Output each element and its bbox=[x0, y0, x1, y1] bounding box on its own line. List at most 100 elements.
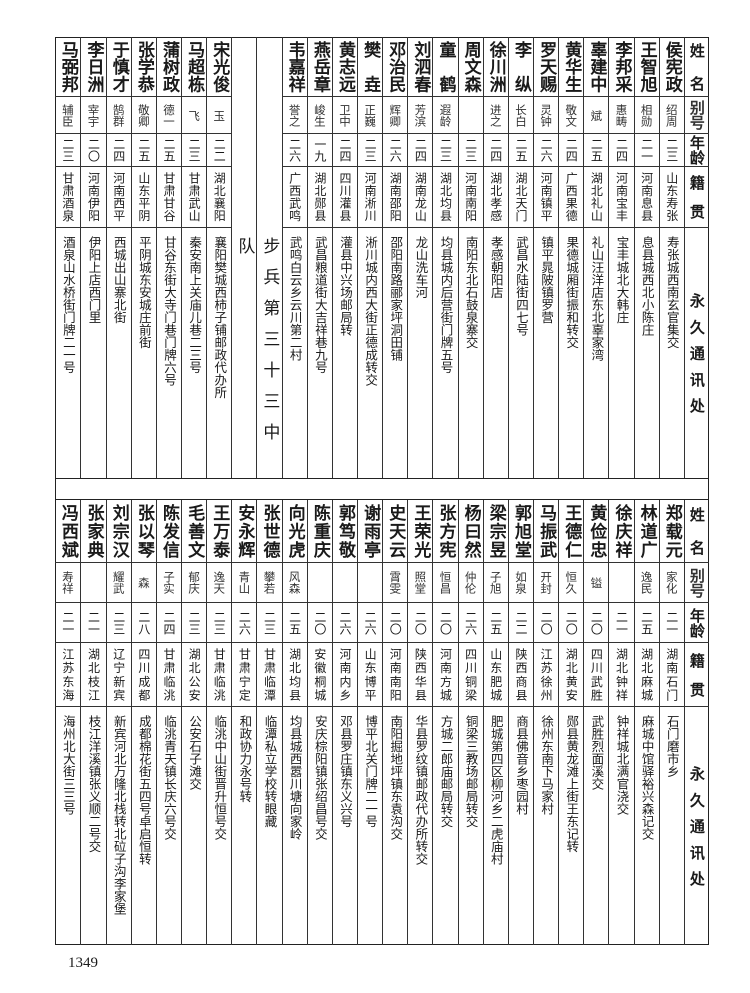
age-text: 二〇 bbox=[539, 610, 554, 635]
name-cell: 郭旭堂 bbox=[508, 500, 534, 563]
alias-cell: 飞 bbox=[182, 97, 207, 135]
alias-cell: 敬文 bbox=[559, 97, 584, 135]
header-column: 姓名 别号 年龄 籍贯 永久通讯处 bbox=[683, 37, 709, 478]
alias-text: 恒久 bbox=[564, 571, 579, 594]
age-text: 二五 bbox=[589, 138, 604, 163]
name-text: 徐庆祥 bbox=[611, 504, 632, 558]
alias-cell: 镒 bbox=[584, 563, 609, 603]
person-column: 谢雨亭 二六 山东博平 博平北关门牌二一号 bbox=[357, 500, 383, 945]
alias-text: 敬文 bbox=[564, 103, 579, 127]
name-cell: 宋光俊 bbox=[207, 37, 232, 98]
alias-cell: 寿祥 bbox=[55, 563, 81, 603]
native-cell: 四川成都 bbox=[131, 643, 156, 707]
native-text: 陕西华县 bbox=[413, 648, 428, 701]
native-text: 湖北黄安 bbox=[564, 648, 579, 701]
alias-text: 子实 bbox=[161, 571, 176, 594]
address-text: 宝丰城北大韩庄 bbox=[614, 235, 630, 324]
age-text: 二二 bbox=[212, 138, 227, 163]
address-text: 麻城中馆驿裕兴森记交 bbox=[639, 715, 655, 840]
age-cell: 二二 bbox=[508, 603, 534, 643]
person-column: 王智旭 相勋 二一 河南息县 息县城西北小陈庄 bbox=[633, 37, 659, 478]
name-cell: 张方宪 bbox=[433, 500, 458, 563]
alias-text: 开封 bbox=[539, 571, 554, 594]
native-cell: 湖南龙山 bbox=[408, 167, 433, 228]
alias-cell: 辉卿 bbox=[383, 97, 408, 135]
name-cell: 童鹤 bbox=[433, 37, 458, 98]
alias-text: 誉之 bbox=[287, 103, 302, 127]
name-cell: 王万泰 bbox=[207, 500, 232, 563]
native-text: 甘肃临洮 bbox=[161, 648, 176, 701]
age-cell: 二〇 bbox=[433, 603, 458, 643]
person-column: 冯西斌 寿祥 二一 江苏东海 海州北大街三三号 bbox=[55, 500, 81, 945]
native-text: 湖南邵阳 bbox=[388, 172, 403, 222]
alias-text: 惠畴 bbox=[614, 103, 629, 127]
alias-cell: 斌 bbox=[584, 97, 609, 135]
alias-text: 攀若 bbox=[262, 571, 277, 594]
address-text: 秦安南上关庙儿巷二三号 bbox=[187, 235, 203, 374]
name-cell: 张家典 bbox=[81, 500, 106, 563]
person-column: 张以琴森二八 四川成都 成都棉花街五四号卓启恒转 bbox=[130, 500, 156, 945]
age-text: 二四 bbox=[337, 138, 352, 163]
person-column: 王德仁恒久二〇湖北黄安郧县黄龙滩上街王东记转 bbox=[558, 500, 584, 945]
alias-cell: 子实 bbox=[156, 563, 182, 603]
address-cell: 临洮中山街晋升恒号交 bbox=[207, 707, 231, 945]
address-text: 石门磨市乡 bbox=[664, 715, 680, 778]
alias-cell: 宰宇 bbox=[81, 97, 106, 135]
name-cell: 张以琴 bbox=[131, 500, 156, 563]
address-text: 灌县中兴场邮局转 bbox=[337, 235, 353, 336]
address-cell: 西城出山寨北街 bbox=[107, 228, 131, 478]
alias-text: 辉卿 bbox=[388, 103, 403, 127]
alias-text: 卫中 bbox=[337, 103, 352, 127]
address-cell: 枝江洋溪镇张义顺二号交 bbox=[81, 707, 105, 945]
age-text: 二六 bbox=[337, 610, 352, 635]
native-cell: 湖南邵阳 bbox=[383, 167, 408, 228]
native-cell: 广西果德 bbox=[559, 167, 584, 228]
native-cell: 甘肃临潭 bbox=[257, 643, 282, 707]
alias-text: 寿祥 bbox=[60, 571, 75, 594]
age-cell: 二六 bbox=[383, 134, 408, 168]
person-column: 李邦采 惠畴 二四 河南宝丰 宝丰城北大韩庄 bbox=[608, 37, 634, 478]
address-cell: 方城二郎庙邮局转交 bbox=[433, 707, 457, 945]
native-cell: 湖北礼山 bbox=[584, 167, 609, 228]
alias-text: 长白 bbox=[513, 103, 528, 127]
person-column: 童鹤 遐龄 二三 湖北均县 均县城内后营街门牌五号 bbox=[432, 37, 458, 478]
address-text: 礼山汪洋店东北辜家湾 bbox=[589, 235, 605, 361]
name-text: 张学恭 bbox=[133, 41, 154, 93]
name-text: 冯西斌 bbox=[57, 504, 78, 558]
alias-cell: 如泉 bbox=[508, 563, 534, 603]
section-title-column: 步兵第三十三中队 bbox=[231, 37, 279, 478]
address-text: 临洮青天镇长庆六号交 bbox=[161, 715, 177, 840]
age-text: 二四 bbox=[161, 610, 176, 635]
address-cell: 麻城中馆驿裕兴森记交 bbox=[635, 707, 659, 945]
name-cell: 韦嘉祥 bbox=[282, 37, 307, 98]
native-cell: 湖北襄阳 bbox=[207, 167, 232, 228]
person-column: 王荣光 照堂 二〇 陕西华县 华县罗纹镇邮政代办所转交 bbox=[407, 500, 433, 945]
age-text: 二五 bbox=[513, 138, 528, 163]
person-column: 黄俭忠镒二〇 四川武胜 武胜烈面溪交 bbox=[583, 500, 609, 945]
alias-text: 飞 bbox=[187, 109, 202, 122]
alias-cell: 照堂 bbox=[408, 563, 433, 603]
address-cell: 安庆棕阳镇张绍昌号交 bbox=[308, 707, 332, 945]
address-cell: 徐州东南下马家村 bbox=[534, 707, 558, 945]
address-text: 郧县黄龙滩上街王东记转 bbox=[564, 715, 580, 853]
alias-text: 恒昌 bbox=[438, 571, 453, 594]
name-cell: 李纵 bbox=[508, 37, 534, 98]
person-column: 徐川洲 进之 二四 湖北孝感 孝感朝阳店 bbox=[482, 37, 508, 478]
address-text: 寿张城西南玄官集交 bbox=[664, 235, 680, 349]
name-text: 王德仁 bbox=[561, 504, 582, 558]
header-native-text: 籍贯 bbox=[687, 175, 706, 220]
name-text: 徐川洲 bbox=[485, 41, 506, 93]
address-text: 南阳东北石鼓泉寨交 bbox=[463, 235, 479, 349]
age-text: 二〇 bbox=[564, 610, 579, 635]
age-cell: 二〇 bbox=[81, 134, 106, 168]
alias-text: 进之 bbox=[488, 103, 503, 127]
header-native-cell: 籍贯 bbox=[684, 643, 709, 707]
native-cell: 河南息县 bbox=[634, 167, 659, 228]
address-cell: 钟祥城北满官浇交 bbox=[609, 707, 633, 945]
address-text: 海州北大街三三号 bbox=[60, 715, 76, 815]
age-cell: 二三 bbox=[257, 603, 282, 643]
person-column: 张方宪 恒昌 二〇 河南方城 方城二郎庙邮局转交 bbox=[432, 500, 458, 945]
name-cell: 张学恭 bbox=[131, 37, 156, 98]
alias-cell: 子旭 bbox=[483, 563, 508, 603]
name-cell: 刘泗春 bbox=[408, 37, 433, 98]
